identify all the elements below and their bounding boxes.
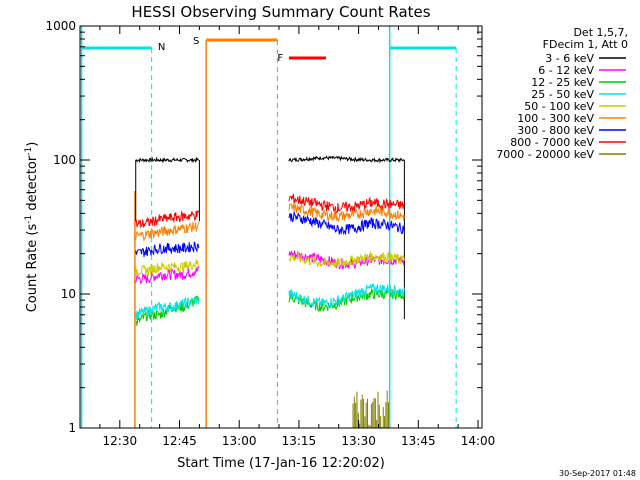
series-trace-1 (135, 259, 200, 277)
chart-title: HESSI Observing Summary Count Rates (131, 3, 430, 21)
series-trace-2 (288, 251, 405, 268)
y-axis-label-tail: ) (25, 142, 40, 147)
flare-label: F (277, 53, 283, 64)
saa-label: S (193, 36, 199, 47)
legend-header: Det 1,5,7, (573, 26, 628, 39)
legend-entry-label: 7000 - 20000 keV (496, 148, 594, 161)
x-tick-label: 13:15 (282, 434, 317, 448)
legend-entry-label: 12 - 25 keV (531, 76, 594, 89)
y-axis-label: Count Rate (s-1 detector-1) (24, 142, 40, 313)
series-trace-2 (288, 283, 405, 309)
x-tick-label: 13:00 (222, 434, 257, 448)
legend-entry-label: 25 - 50 keV (531, 88, 594, 101)
x-tick-label: 13:45 (401, 434, 436, 448)
legend-entry-label: 300 - 800 keV (517, 124, 594, 137)
y-tick-label: 1 (68, 421, 76, 435)
night-label: N (158, 42, 165, 53)
legend-entry-label: 3 - 6 keV (545, 52, 594, 65)
series-7000to20000keV (352, 390, 390, 428)
x-axis-label: Start Time (17-Jan-16 12:20:02) (177, 456, 385, 471)
series-group (135, 155, 405, 428)
y-tick-label: 100 (53, 153, 76, 167)
x-tick-label: 12:45 (162, 434, 197, 448)
y-axis-label-main: Count Rate (s (25, 224, 40, 313)
series-50to100keV (135, 251, 405, 277)
legend-entry-label: 6 - 12 keV (538, 64, 594, 77)
series-trace-2 (288, 211, 405, 236)
y-tick-label: 1000 (45, 19, 76, 33)
series-800to7000keV (135, 193, 405, 229)
series-25to50keV (135, 283, 405, 320)
y-tick-label: 10 (61, 287, 76, 301)
x-tick-label: 13:30 (341, 434, 376, 448)
series-trace-2 (288, 155, 405, 164)
x-tick-label: 12:30 (103, 434, 138, 448)
legend-entry-label: 800 - 7000 keV (510, 136, 594, 149)
legend-header: FDecim 1, Att 0 (543, 38, 628, 51)
series-trace-1 (135, 266, 200, 285)
y-axis-label-sup2: -1 (24, 147, 34, 156)
series-trace-2 (288, 203, 405, 223)
legend-entry-label: 50 - 100 keV (524, 100, 594, 113)
x-axis: 12:30 12:45 13:00 13:15 13:30 13:45 14:00 (79, 26, 496, 448)
series-trace-1 (135, 221, 200, 243)
y-axis-label-sup1: -1 (24, 215, 34, 224)
y-axis: 1 10 100 1000 (45, 19, 482, 435)
series-trace-1 (135, 210, 200, 229)
legend-entry-label: 100 - 300 keV (517, 112, 594, 125)
y-axis-label-mid: detector (25, 155, 40, 215)
footer-date: 30-Sep-2017 01:48 (559, 469, 636, 478)
plot-frame (79, 25, 483, 429)
series-3to6keV (135, 155, 405, 320)
series-trace-2 (288, 193, 405, 214)
series-trace-1 (135, 241, 200, 257)
series-trace-1 (135, 296, 200, 320)
series-300to800keV (135, 211, 405, 257)
series-trace-1 (135, 156, 200, 164)
background-annotations: N S F (80, 26, 457, 428)
series-100to300keV (135, 203, 405, 243)
x-tick-label: 14:00 (461, 434, 496, 448)
